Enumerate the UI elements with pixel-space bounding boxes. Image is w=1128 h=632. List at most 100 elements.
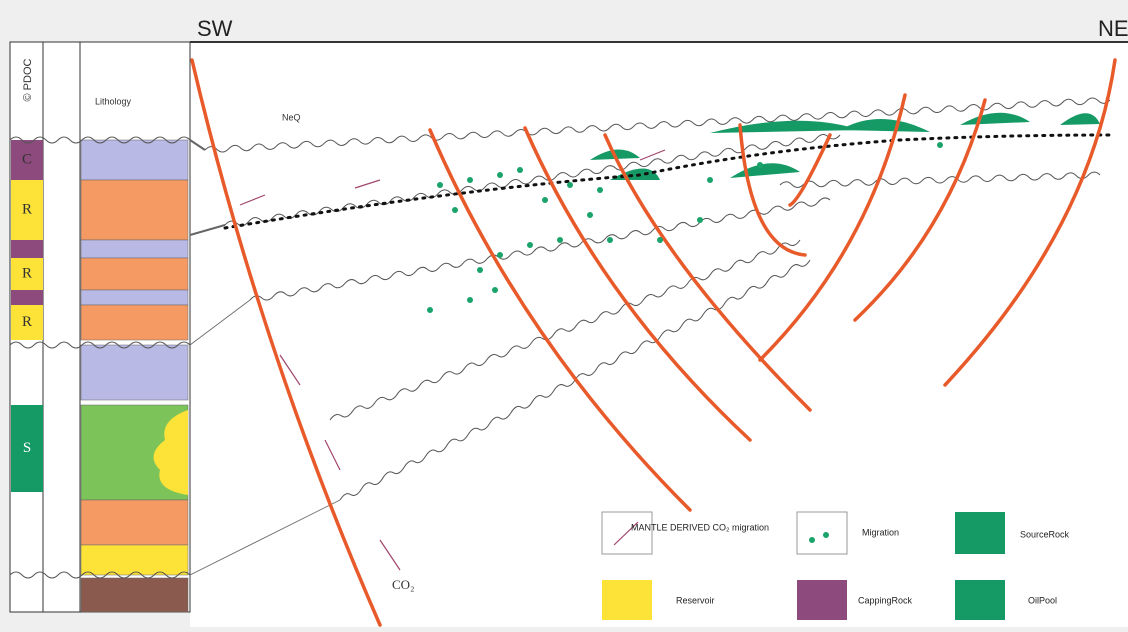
column-box bbox=[11, 290, 43, 305]
column-box bbox=[11, 405, 43, 492]
legend-text: MANTLE DERIVED CO₂ migration bbox=[631, 522, 769, 532]
co2-arrow bbox=[324, 439, 341, 471]
migration-dot bbox=[657, 237, 663, 243]
co2-arrow bbox=[379, 539, 401, 571]
legend-swatch bbox=[955, 512, 1005, 554]
migration-dot bbox=[567, 182, 573, 188]
migration-path bbox=[223, 133, 1112, 230]
legend-text: Reservoir bbox=[676, 595, 715, 605]
migration-dot bbox=[607, 237, 613, 243]
column-box bbox=[11, 305, 43, 340]
fault bbox=[738, 123, 807, 257]
legend-text: OilPool bbox=[1028, 595, 1057, 605]
lith-layer bbox=[80, 344, 189, 401]
migration-dot bbox=[497, 252, 503, 258]
unconformity bbox=[224, 134, 841, 226]
connector bbox=[189, 224, 226, 236]
legend-text: Migration bbox=[862, 527, 899, 537]
co2-arrow bbox=[639, 149, 666, 161]
lith-layer bbox=[80, 499, 189, 546]
lith-layer bbox=[80, 179, 189, 241]
migration-dot bbox=[517, 167, 523, 173]
migration-dot bbox=[757, 162, 763, 168]
legend-dot bbox=[823, 532, 829, 538]
fault bbox=[788, 133, 832, 207]
migration-dot bbox=[707, 177, 713, 183]
co2-arrow bbox=[279, 354, 301, 386]
unconformity bbox=[249, 197, 831, 301]
column-box bbox=[11, 180, 43, 240]
ne-label: NE bbox=[1098, 16, 1128, 41]
column-letter: C bbox=[22, 151, 32, 167]
legend-text: CappingRock bbox=[858, 595, 913, 605]
migration-dot bbox=[527, 242, 533, 248]
column-letter: R bbox=[22, 314, 32, 330]
fault bbox=[523, 126, 752, 442]
migration-dot bbox=[587, 212, 593, 218]
migration-dot bbox=[597, 187, 603, 193]
unconformity bbox=[9, 571, 191, 579]
fault bbox=[758, 93, 907, 362]
column-letter: R bbox=[22, 265, 32, 281]
strat-column: © PDOC Lithology C R R R S bbox=[9, 41, 191, 613]
column-letter: S bbox=[23, 440, 31, 456]
lith-layer bbox=[80, 304, 189, 341]
legend-swatch bbox=[797, 580, 847, 620]
gas-label: CO₂ bbox=[392, 577, 415, 592]
oil-pool bbox=[710, 120, 860, 133]
column-letter: R bbox=[22, 201, 32, 217]
unconformity bbox=[9, 341, 191, 349]
column-box bbox=[11, 140, 43, 180]
migration-dot bbox=[452, 207, 458, 213]
lith-layer bbox=[80, 544, 189, 576]
legend-swatch bbox=[955, 580, 1005, 620]
copyright: © PDOC bbox=[22, 58, 34, 101]
migration-dot bbox=[477, 267, 483, 273]
legend-dot bbox=[809, 537, 815, 543]
fault bbox=[190, 58, 382, 627]
legend-text: SourceRock bbox=[1020, 529, 1070, 539]
migration-dot bbox=[497, 172, 503, 178]
unconformity bbox=[204, 97, 1111, 153]
lith-layer bbox=[80, 239, 189, 259]
column-box bbox=[11, 240, 43, 258]
sw-label: SW bbox=[197, 16, 233, 41]
co2-arrow bbox=[239, 194, 266, 206]
unconformity bbox=[779, 171, 1101, 188]
lith-layer bbox=[80, 577, 189, 613]
connector bbox=[189, 139, 206, 151]
column-title: Lithology bbox=[95, 96, 132, 106]
unconformity bbox=[329, 239, 801, 421]
migration-dot bbox=[467, 297, 473, 303]
migration-dot bbox=[427, 307, 433, 313]
connector bbox=[189, 499, 341, 576]
connector bbox=[189, 299, 251, 346]
migration-dot bbox=[937, 142, 943, 148]
legend-swatch bbox=[796, 511, 848, 555]
co2-arrow bbox=[354, 179, 381, 189]
lith-layer bbox=[80, 257, 189, 291]
fault bbox=[853, 98, 987, 322]
column-box bbox=[11, 258, 43, 290]
legend-arrow bbox=[613, 521, 639, 546]
migration-dot bbox=[542, 197, 548, 203]
migration-dot bbox=[437, 182, 443, 188]
migration-dot bbox=[467, 177, 473, 183]
legend: MANTLE DERIVED CO₂ migration Migration S… bbox=[601, 511, 1070, 620]
legend-swatch bbox=[602, 580, 652, 620]
fault bbox=[428, 128, 692, 512]
lith-layer bbox=[80, 289, 189, 306]
migration-dot bbox=[492, 287, 498, 293]
section-label: NeQ bbox=[282, 112, 301, 122]
oil-pool bbox=[840, 118, 930, 132]
fault bbox=[943, 58, 1117, 387]
unconformity bbox=[9, 136, 191, 144]
migration-dot bbox=[697, 217, 703, 223]
lith-blob bbox=[153, 410, 188, 495]
migration-dot bbox=[557, 237, 563, 243]
fault bbox=[603, 133, 812, 412]
lith-layer bbox=[80, 139, 189, 181]
cross-section bbox=[9, 58, 1117, 627]
oil-pool bbox=[1060, 113, 1100, 125]
